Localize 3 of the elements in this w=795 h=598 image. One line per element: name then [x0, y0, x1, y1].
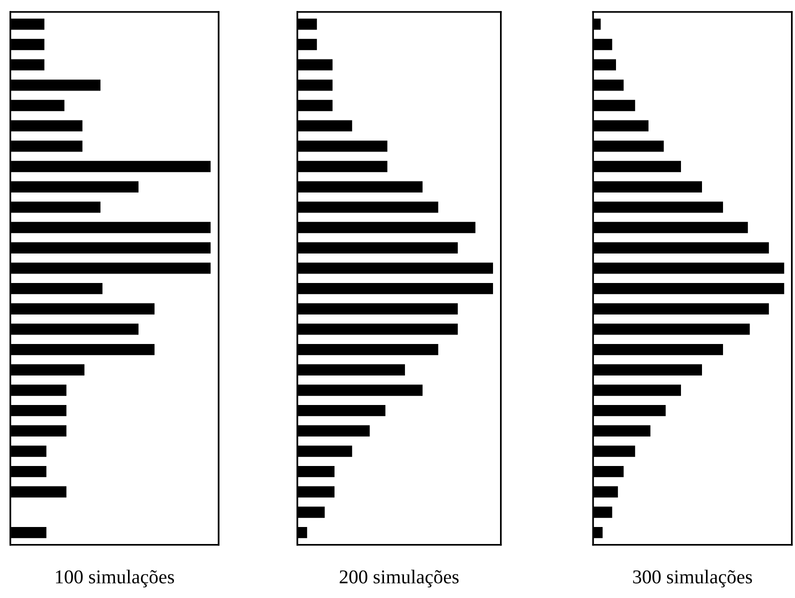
x-axis-title: 300 simulações [633, 570, 752, 588]
x-axis-title: 200 simulações [340, 570, 459, 588]
x-axis-title: 100 simulações [56, 570, 174, 588]
